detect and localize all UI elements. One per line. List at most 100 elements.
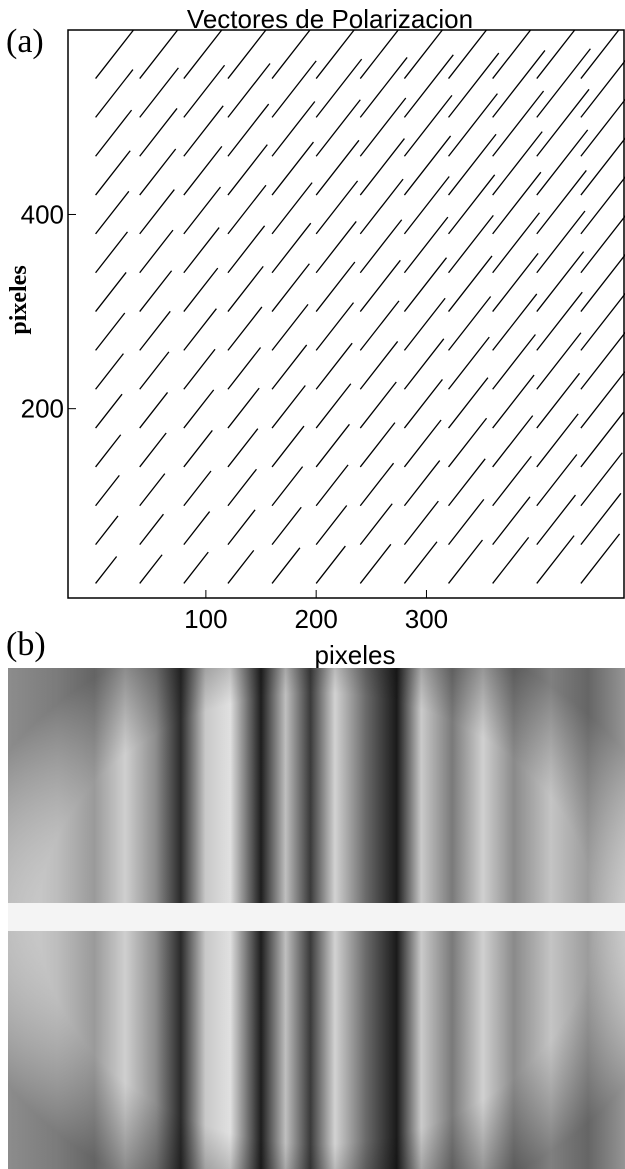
polarization-vector (403, 30, 444, 79)
polarization-vector (95, 393, 123, 429)
polarization-vector (227, 468, 257, 507)
polarization-vector (492, 212, 541, 274)
polarization-vector (359, 381, 397, 429)
polarization-vector (492, 90, 545, 157)
polarization-vector (315, 383, 352, 429)
polarization-vector (536, 88, 590, 157)
polarization-vector (95, 434, 122, 468)
x-tick-label: 300 (405, 604, 448, 634)
polarization-vector (183, 227, 220, 274)
polarization-vector (403, 500, 439, 545)
polarization-vector (95, 353, 124, 390)
plot-frame (67, 29, 625, 599)
polarization-vector (139, 108, 178, 157)
polarization-vector (271, 506, 302, 545)
polarization-vector (448, 255, 493, 312)
vector-field (95, 30, 625, 584)
polarization-vector (536, 332, 582, 390)
polarization-vector (403, 94, 453, 157)
polarization-vector (359, 219, 403, 274)
polarization-vector (139, 67, 179, 118)
polarization-vector (448, 174, 496, 235)
polarization-vector (448, 296, 492, 351)
polarization-vector (580, 371, 625, 429)
polarization-vector (492, 496, 531, 545)
polarization-vector (139, 310, 171, 351)
polarization-vector (271, 385, 306, 429)
polarization-vector (315, 464, 349, 507)
polarization-vector (448, 93, 498, 157)
polarization-vector (580, 411, 625, 468)
polarization-vector (95, 515, 119, 545)
polarization-vector (448, 377, 489, 429)
x-tick-label: 200 (294, 604, 337, 634)
y-axis-label: pixeles (6, 265, 32, 334)
polarization-vector (227, 30, 267, 79)
polarization-vector (95, 190, 130, 235)
polarization-vector (183, 105, 224, 157)
polarization-vector (359, 543, 392, 584)
polarization-vector (139, 351, 170, 390)
polarization-vector (271, 466, 304, 507)
polarization-vector (536, 494, 576, 545)
polarization-vector (95, 474, 120, 507)
polarization-vector (271, 547, 301, 584)
polarization-vector (580, 492, 622, 545)
polarization-vector (183, 308, 217, 351)
polarization-vector (448, 214, 494, 274)
polarization-vector (492, 293, 538, 351)
polarization-vector (139, 473, 166, 507)
polarization-vector (227, 509, 256, 545)
polarization-vector (227, 347, 262, 390)
polarization-vector (492, 252, 539, 312)
polarization-vector (536, 372, 581, 429)
polarization-vector (359, 422, 396, 468)
polarization-vector (403, 541, 438, 584)
polarization-vector (359, 178, 404, 235)
polarization-vector (536, 535, 575, 584)
polarization-vector (403, 54, 454, 118)
polarization-vector (139, 30, 179, 79)
polarization-vector (448, 30, 488, 79)
polarization-vector (359, 57, 408, 118)
x-tick-label: 100 (184, 604, 227, 634)
polarization-vector (183, 64, 226, 118)
polarization-vector (271, 222, 312, 274)
polarization-vector (580, 452, 623, 507)
polarization-vector (359, 138, 405, 196)
polarization-vector (580, 59, 625, 118)
polarization-vector (183, 389, 215, 429)
polarization-vector (315, 139, 360, 196)
polarization-vector (271, 425, 305, 468)
polarization-vector (227, 306, 263, 351)
polarization-vector (536, 30, 576, 79)
polarization-vector (536, 129, 589, 196)
polarization-vector (227, 265, 264, 312)
polarization-vector (271, 141, 314, 196)
chart-title: Vectores de Polarizacion (187, 4, 473, 34)
polarization-vector (315, 302, 355, 351)
polarization-vector (448, 417, 488, 468)
polarization-vector (227, 103, 270, 157)
y-tick-label: 400 (21, 199, 64, 229)
polarization-vector (580, 215, 625, 274)
polarization-vector (95, 272, 127, 312)
polarization-vector (536, 413, 579, 468)
polarization-vector (227, 144, 268, 196)
polarization-vector (315, 221, 357, 274)
polarization-vector (492, 415, 534, 468)
polarization-vector (359, 462, 395, 507)
polarization-vector (139, 148, 177, 196)
polarization-vector (359, 259, 401, 312)
polarization-vector (536, 48, 591, 118)
polarization-vector (183, 267, 219, 312)
polarization-vector (580, 533, 621, 584)
polarization-vector (580, 30, 620, 79)
polarization-vector (536, 251, 585, 312)
polarization-vector (536, 210, 586, 274)
polarization-vector (271, 101, 316, 157)
polarization-vector (403, 338, 445, 390)
polarization-vector (139, 513, 164, 545)
polarization-vector (271, 60, 317, 118)
